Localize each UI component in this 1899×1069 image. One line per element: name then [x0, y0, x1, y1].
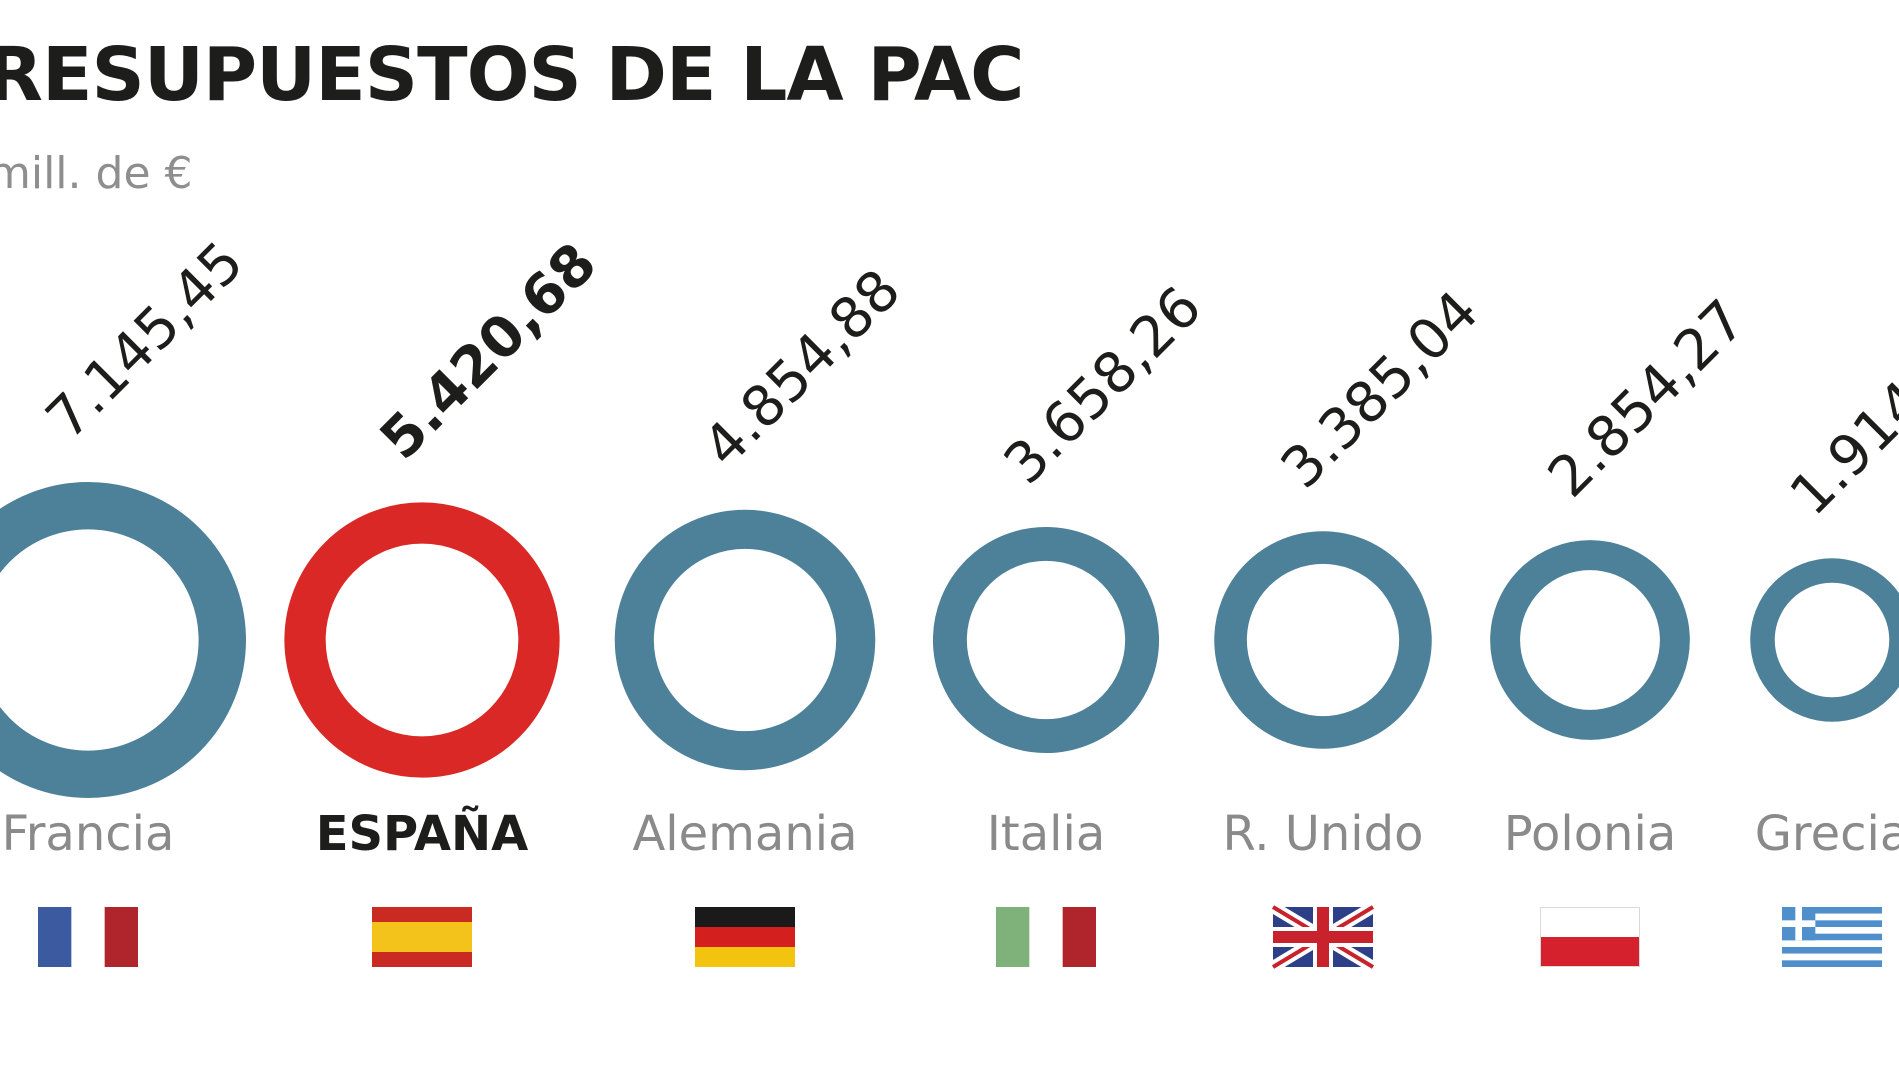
category-label-alemania: Alemania — [632, 806, 857, 862]
ring-italia — [932, 526, 1160, 754]
ring-polonia — [1490, 540, 1690, 740]
bubble-grecia: 1.914 Grecia — [1750, 369, 1899, 967]
uk-flag-icon — [1269, 901, 1377, 973]
spain-flag-icon — [372, 907, 472, 967]
bubble-italia: 3.658,26 Italia — [932, 275, 1214, 967]
value-label-italia: 3.658,26 — [992, 275, 1214, 497]
value-label-r-unido: 3.385,04 — [1269, 279, 1491, 501]
bubble-polonia: 2.854,27 Polonia — [1490, 288, 1758, 967]
italy-flag-icon — [996, 907, 1096, 967]
france-flag-icon — [38, 907, 138, 967]
bubble-r-unido: 3.385,04 R. Unido — [1214, 279, 1491, 973]
category-label-espana: ESPAÑA — [316, 805, 529, 862]
poland-flag-icon — [1540, 907, 1640, 967]
category-label-r-unido: R. Unido — [1223, 806, 1424, 862]
value-label-francia: 7.145,45 — [34, 230, 256, 452]
ring-r-unido — [1214, 531, 1432, 749]
chart-title: RESUPUESTOS DE LA PAC — [0, 32, 1024, 118]
greece-flag-icon — [1782, 907, 1882, 967]
ring-grecia — [1750, 558, 1899, 722]
category-label-polonia: Polonia — [1504, 806, 1676, 862]
category-label-italia: Italia — [987, 806, 1105, 862]
value-label-alemania: 4.854,88 — [691, 257, 913, 479]
ring-alemania — [614, 509, 876, 771]
bubble-francia: 7.145,45 Francia — [0, 230, 256, 967]
ring-espana — [284, 502, 560, 778]
chart-subtitle: mill. de € — [0, 148, 193, 199]
bubble-alemania: 4.854,88 Alemania — [614, 257, 913, 967]
bubble-espana: 5.420,68 ESPAÑA — [284, 231, 609, 967]
category-label-grecia: Grecia — [1755, 806, 1899, 862]
value-label-espana: 5.420,68 — [368, 231, 609, 472]
value-label-polonia: 2.854,27 — [1536, 288, 1758, 510]
ring-francia — [0, 482, 246, 798]
value-label-grecia: 1.914 — [1778, 369, 1899, 528]
germany-flag-icon — [695, 907, 795, 967]
category-label-francia: Francia — [2, 806, 175, 862]
